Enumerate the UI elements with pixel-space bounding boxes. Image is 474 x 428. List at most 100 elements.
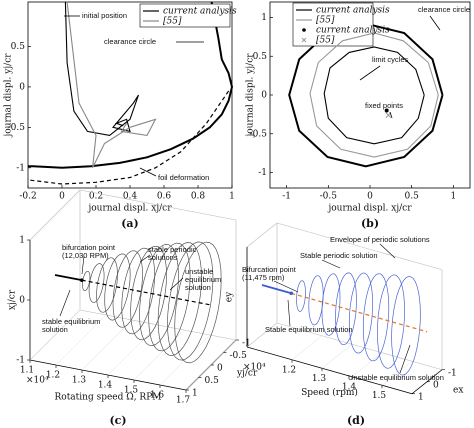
limit-cycle (348, 272, 374, 354)
y-tick-label: -0.5 (8, 123, 26, 133)
pane-edge (276, 222, 443, 271)
x-axis-label: journal displ. xj/cr (327, 204, 412, 214)
y-tick-label: 1 (418, 392, 424, 402)
panel-label: (b) (361, 217, 379, 230)
annotation-arrow (429, 15, 441, 31)
stable-equilibrium (54, 274, 82, 282)
x-axis (246, 346, 413, 395)
legend-label: [55] (163, 17, 182, 27)
limit-cycle (112, 250, 143, 328)
x-tick-label: 0.4 (123, 192, 138, 202)
annotation-arrow (379, 243, 396, 259)
annotation-arrow (59, 289, 71, 317)
pane-edge (246, 222, 278, 248)
legend-marker (302, 28, 306, 32)
limit-cycle (377, 274, 405, 369)
curve (28, 1, 234, 169)
unstable-equilibrium (291, 292, 428, 333)
annotation: Bifurcation point (242, 265, 297, 274)
pane-edge (246, 322, 278, 348)
fixed-point (384, 108, 389, 113)
annotation-arrow (169, 277, 184, 291)
y-tick-label: 1 (261, 13, 267, 23)
limit-cycle (391, 276, 421, 376)
x-tick-label: -1 (282, 192, 291, 202)
pane-edge (276, 322, 443, 371)
limit-cycle (308, 275, 324, 326)
grid-line (381, 361, 413, 386)
bifurcation-point (289, 291, 294, 296)
y-tick-label: 0 (217, 364, 223, 374)
annotation: foil deformation (158, 173, 209, 182)
y-tick-label: 0 (261, 91, 267, 101)
bifurcation-point (79, 278, 84, 282)
limit-cycle (296, 280, 306, 312)
y-axis-label: ex (453, 385, 463, 395)
stable-equilibrium (261, 284, 292, 295)
annotation: Stable periodic solution (300, 251, 378, 260)
annotation: unstable (185, 267, 213, 276)
panel-label: (d) (347, 414, 365, 427)
annotation: Unstable equilibrium solution (348, 373, 444, 382)
limit-cycle (96, 257, 118, 313)
y-tick-label: 0 (433, 380, 439, 390)
limit-cycle (157, 242, 202, 356)
x-tick-label: 1 (450, 192, 456, 202)
legend-label: [55] (316, 36, 335, 46)
legend-box (139, 3, 231, 28)
x-tick-label: 1.1 (20, 366, 34, 376)
legend-label: current analysis (316, 26, 390, 36)
x-tick-label: 1.4 (98, 381, 113, 391)
annotation-arrow (287, 299, 291, 327)
limit-cycle (139, 244, 179, 346)
grid-line (351, 352, 383, 377)
z-tick-label: 0 (19, 296, 25, 306)
grid-line (55, 314, 107, 366)
axis-multiplier: ×10⁴ (26, 376, 49, 386)
limit-cycle (148, 242, 191, 352)
x-axis-label: Speed (rpm) (301, 387, 358, 398)
limit-cycle (167, 241, 214, 361)
y-tick-label: 1 (192, 389, 198, 399)
legend-label: current analysis (163, 7, 237, 17)
y-tick-label: -1 (242, 339, 251, 349)
x-axis-label: journal displ. xj/cr (87, 204, 172, 214)
x-axis-label: Rotating speed Ω, RPM (55, 393, 162, 403)
annotation: Envelope of periodic solutions (330, 235, 430, 244)
annotation: Stable equilibrium solution (265, 325, 353, 334)
y-axis-label: journal displ. yj/cr (246, 53, 256, 138)
trajectory (323, 46, 425, 145)
grid-line (107, 324, 159, 376)
grid-line (321, 344, 353, 369)
annotation-arrow (389, 111, 393, 119)
annotation: initial position (82, 11, 127, 20)
trajectory (66, 1, 157, 169)
x-tick-label: 0.6 (157, 192, 172, 202)
x-tick-label: -0.2 (19, 192, 36, 202)
limit-cycle (88, 263, 105, 303)
legend-label: current analysis (316, 6, 390, 16)
axis-multiplier: ×10⁴ (243, 363, 266, 373)
y-tick-label: -0.5 (230, 351, 248, 361)
annotation: bifurcation point (62, 243, 116, 252)
annotation: solution (185, 283, 211, 292)
x-tick-label: 1.6 (150, 391, 165, 401)
panel-label: (c) (109, 414, 126, 427)
curve (27, 90, 230, 185)
annotation-arrow (81, 255, 85, 275)
x-tick-label: 1.4 (342, 382, 357, 392)
z-axis-label: xj/cr (8, 289, 18, 310)
grid-line (159, 334, 211, 386)
limit-cycle (362, 273, 390, 362)
pane-edge (79, 189, 237, 221)
y-tick-label: -1 (16, 163, 25, 173)
annotation-arrow (399, 344, 411, 374)
fixed-point (385, 112, 392, 119)
annotation-arrow (359, 65, 381, 81)
trajectory (64, 1, 140, 136)
x-tick-label: 0.8 (191, 192, 206, 202)
limit-cycle (174, 241, 222, 364)
annotation: solutions (148, 253, 178, 262)
annotation-arrow (139, 167, 157, 177)
